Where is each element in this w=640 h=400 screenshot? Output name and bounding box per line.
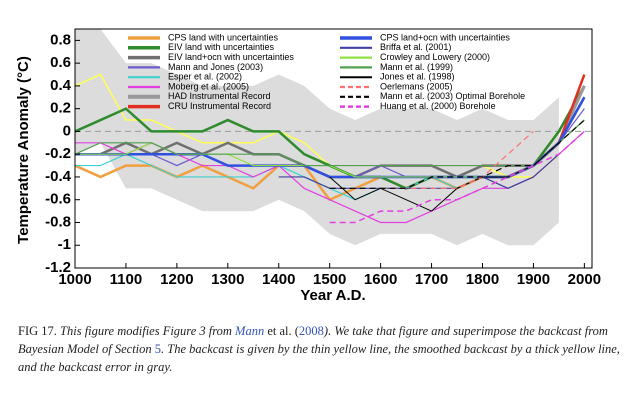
y-tick-label: -0.6 — [45, 191, 71, 208]
legend-label: EIV land with uncertainties — [168, 42, 275, 52]
caption-link[interactable]: 2008 — [298, 324, 324, 338]
caption-link[interactable]: 5 — [154, 342, 162, 356]
x-tick-label: 1000 — [58, 271, 91, 288]
legend-label: Jones et al. (1998) — [380, 72, 455, 82]
caption-text: et al. ( — [264, 324, 299, 338]
legend-label: Esper et al. (2002) — [168, 72, 242, 82]
y-tick-label: 0.6 — [50, 54, 71, 71]
x-axis-label: Year A.D. — [300, 287, 365, 304]
x-tick-label: 1700 — [415, 271, 448, 288]
legend-label: CRU Instrumental Record — [168, 101, 271, 111]
caption-label: FIG 17. — [18, 324, 57, 338]
x-tick-label: 1400 — [262, 271, 295, 288]
legend-label: Huang et al. (2000) Borehole — [380, 101, 496, 111]
y-tick-label: 0.2 — [50, 100, 71, 117]
plot-frame — [74, 28, 593, 269]
legend-label: Crowley and Lowery (2000) — [380, 52, 490, 62]
caption-link[interactable]: Mann — [235, 324, 265, 338]
legend-label: Oerlemans (2005) — [380, 81, 453, 91]
x-tick-label: 1300 — [211, 271, 244, 288]
y-tick-label: 0 — [63, 122, 71, 139]
caption-text: . The backcast is given by the thin yell… — [18, 342, 620, 374]
legend-label: CPS land with uncertainties — [168, 32, 279, 42]
y-axis-label: Temperature Anomaly (°C) — [15, 56, 32, 244]
y-tick-label: 0.8 — [50, 31, 71, 48]
y-tick-label: -0.4 — [45, 168, 72, 185]
legend-label: Mann et al. (2003) Optimal Borehole — [380, 91, 525, 101]
y-tick-label: -0.8 — [45, 213, 71, 230]
x-tick-label: 1600 — [364, 271, 397, 288]
x-tick-label: 2000 — [568, 271, 601, 288]
caption-text: This figure modifies Figure 3 from — [60, 324, 236, 338]
series-line — [329, 119, 585, 189]
plot-area — [74, 29, 592, 246]
legend-label: Moberg et al. (2005) — [168, 81, 249, 91]
y-tick-label: -0.2 — [45, 145, 71, 162]
series-line — [329, 130, 585, 224]
legend-label: Briffa et al. (2001) — [380, 42, 451, 52]
caption-text: ). We take that figure and superimpose t… — [18, 324, 608, 356]
legend-label: EIV land+ocn with uncertainties — [168, 52, 294, 62]
x-tick-label: 1900 — [517, 271, 550, 288]
x-tick-label: 1500 — [313, 271, 346, 288]
legend-label: CPS land+ocn with uncertainties — [380, 32, 510, 42]
error-band — [75, 29, 559, 246]
y-tick-label: 0.4 — [50, 77, 72, 94]
chart: Temperature Anomaly (°C) Year A.D. 0.8 0.… — [15, 28, 601, 304]
series-line — [74, 119, 585, 167]
legend-label: HAD Instrumental Record — [168, 91, 271, 101]
x-tick-label: 1800 — [466, 271, 499, 288]
legend-label: Mann et al. (1999) — [380, 62, 453, 72]
x-tick-label: 1100 — [110, 271, 143, 288]
caption: FIG 17. This figure modifies Figure 3 fr… — [18, 322, 628, 376]
x-tick-label: 1200 — [160, 271, 193, 288]
series-line — [380, 130, 534, 189]
legend-label: Mann and Jones (2003) — [168, 62, 263, 72]
y-tick-label: -1 — [58, 236, 71, 253]
y-tick-label: -1.2 — [45, 259, 71, 276]
series-line — [278, 153, 560, 189]
